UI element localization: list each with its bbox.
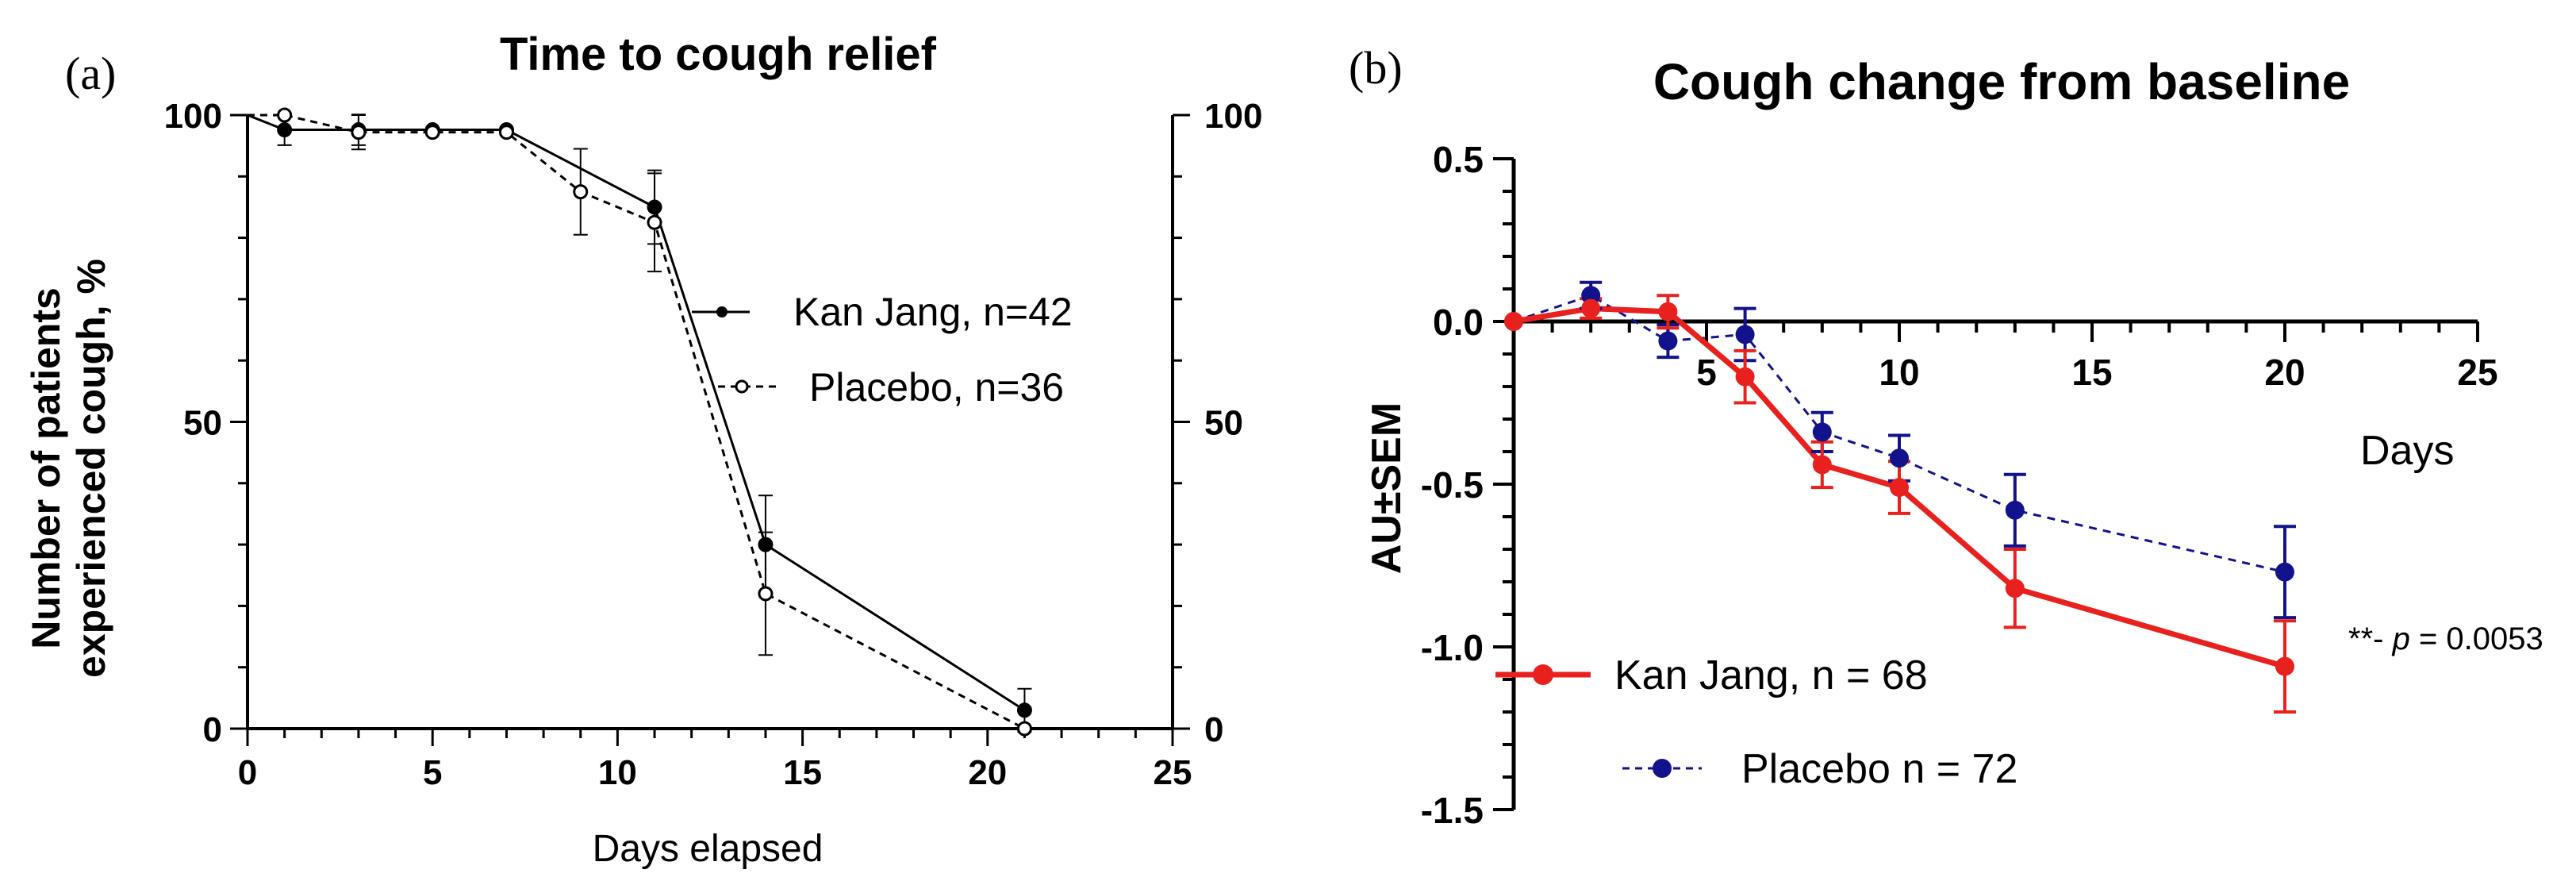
panel-b-point-series-1 bbox=[1581, 286, 1601, 306]
panel-b-x-tick-label: 5 bbox=[1696, 352, 1717, 393]
panel-a-tick-labels: 0 5 10 15 20 25 0 50 100 0 50 100 bbox=[164, 97, 1263, 792]
panel-b-tick-labels: 5 10 15 20 25 0.5 0.0 -0.5 -1.0 -1.5 bbox=[1421, 139, 2498, 831]
panel-b-y-tick-label: -1.0 bbox=[1421, 627, 1484, 668]
panel-a-title: Time to cough relief bbox=[500, 29, 937, 80]
panel-a-ylabel-line2: experienced cough, % bbox=[69, 259, 113, 678]
panel-a-axes bbox=[230, 114, 1190, 746]
panel-b-point-series-1 bbox=[1735, 325, 1755, 344]
panel-a-x-tick-label: 0 bbox=[238, 753, 257, 792]
panel-a-series-lines bbox=[247, 114, 1026, 730]
panel-b-xlabel: Days bbox=[2360, 428, 2454, 474]
panel-b-point-series-0 bbox=[1812, 455, 1832, 475]
panel-b-series-lines bbox=[1513, 294, 2286, 669]
panel-a-point-series-0 bbox=[758, 537, 774, 552]
panel-a-legend-placebo: Placebo, n=36 bbox=[809, 365, 1064, 410]
panel-a-point-series-1 bbox=[351, 125, 367, 140]
panel-b-point-series-1 bbox=[2005, 500, 2025, 520]
panel-b-point-series-0 bbox=[1581, 298, 1601, 318]
panel-b-cough-change-chart: (b) Cough change from baseline AU±SEM Da… bbox=[1349, 42, 2543, 831]
panel-a-point-series-1 bbox=[758, 586, 774, 602]
panel-b-label: (b) bbox=[1349, 42, 1403, 94]
panel-a-cough-relief-chart: (a) Time to cough relief Number of patie… bbox=[24, 29, 1262, 870]
panel-b-point-series-0 bbox=[1504, 312, 1523, 331]
panel-a-data-points bbox=[277, 107, 1032, 737]
panel-a-point-series-1 bbox=[1016, 721, 1032, 737]
panel-b-legend: Kan Jang, n = 68 Placebo n = 72 bbox=[1495, 652, 2017, 792]
panel-b-point-series-1 bbox=[1812, 422, 1832, 442]
legend-kan-jang-marker bbox=[716, 306, 727, 317]
panel-b-ylabel: AU±SEM bbox=[1364, 402, 1410, 574]
panel-b-title: Cough change from baseline bbox=[1653, 53, 2350, 110]
legend-placebo-blue-marker bbox=[1653, 759, 1672, 778]
panel-b-x-tick-label: 25 bbox=[2457, 352, 2497, 393]
panel-a-x-tick-label: 5 bbox=[423, 753, 442, 792]
panel-a-point-series-0 bbox=[277, 122, 293, 138]
panel-a-point-series-1 bbox=[647, 214, 662, 230]
legend-kan-jang-red-marker bbox=[1533, 664, 1553, 685]
panel-a-x-tick-label: 20 bbox=[968, 753, 1007, 792]
panel-b-point-series-1 bbox=[1890, 448, 1909, 468]
panel-a-legend-kan-jang: Kan Jang, n=42 bbox=[793, 290, 1073, 334]
panel-b-point-series-0 bbox=[2005, 579, 2025, 598]
panel-a-right-y-tick-label: 50 bbox=[1204, 404, 1243, 443]
panel-a-point-series-0 bbox=[647, 199, 662, 215]
panel-b-y-tick-label: -1.5 bbox=[1421, 790, 1484, 831]
panel-b-series-line-0 bbox=[1513, 306, 2286, 669]
panel-a-point-series-1 bbox=[573, 184, 589, 200]
panel-a-point-series-0 bbox=[1016, 702, 1032, 718]
panel-a-right-y-tick-label: 100 bbox=[1204, 97, 1262, 136]
panel-a-label: (a) bbox=[65, 48, 116, 99]
panel-b-point-series-0 bbox=[1890, 478, 1909, 498]
panel-b-p-value-annotation: **- p = 0.0053 bbox=[2348, 621, 2543, 656]
panel-a-ylabel-line1: Number of patients bbox=[24, 287, 68, 649]
panel-a-left-y-tick-label: 100 bbox=[164, 97, 222, 136]
panel-b-legend-placebo: Placebo n = 72 bbox=[1741, 746, 2017, 792]
panel-b-y-tick-label: 0.5 bbox=[1433, 139, 1484, 180]
panel-a-x-tick-label: 10 bbox=[598, 753, 637, 792]
legend-placebo-marker bbox=[735, 379, 749, 394]
panel-a-right-y-tick-label: 0 bbox=[1204, 710, 1223, 749]
panel-b-x-tick-label: 20 bbox=[2264, 352, 2305, 393]
panel-b-point-series-0 bbox=[1735, 367, 1755, 387]
panel-a-left-y-tick-label: 0 bbox=[203, 710, 222, 749]
panel-b-data-points bbox=[1504, 286, 2294, 676]
p-value-number: = 0.0053 bbox=[2410, 621, 2543, 656]
panel-b-point-series-1 bbox=[2275, 562, 2294, 582]
panel-a-xlabel: Days elapsed bbox=[593, 828, 823, 870]
panel-b-x-tick-label: 10 bbox=[1879, 352, 1919, 393]
p-value-p: p bbox=[2392, 621, 2410, 656]
panel-b-y-tick-label: -0.5 bbox=[1421, 464, 1484, 506]
panel-b-point-series-0 bbox=[1658, 302, 1678, 321]
panel-a-point-series-1 bbox=[498, 125, 514, 140]
panel-b-point-series-1 bbox=[1658, 331, 1678, 351]
panel-a-series-line-0 bbox=[247, 114, 1026, 712]
panel-b-y-tick-label: 0.0 bbox=[1433, 302, 1484, 343]
panel-b-legend-kan-jang: Kan Jang, n = 68 bbox=[1614, 652, 1928, 698]
panel-b-axes bbox=[1493, 157, 2479, 811]
p-value-stars: **- bbox=[2348, 621, 2393, 656]
panel-a-x-tick-label: 25 bbox=[1154, 753, 1192, 792]
panel-b-error-bars bbox=[1580, 280, 2296, 714]
panel-a-left-y-tick-label: 50 bbox=[183, 404, 222, 443]
panel-b-x-tick-label: 15 bbox=[2071, 352, 2112, 393]
panel-a-x-tick-label: 15 bbox=[783, 753, 822, 792]
panel-a-point-series-1 bbox=[277, 107, 293, 123]
panel-a-point-series-1 bbox=[424, 125, 440, 140]
panel-a-legend: Kan Jang, n=42 Placebo, n=36 bbox=[692, 290, 1073, 410]
panel-b-point-series-0 bbox=[2275, 656, 2294, 676]
panel-b-series-line-1 bbox=[1513, 294, 2286, 574]
